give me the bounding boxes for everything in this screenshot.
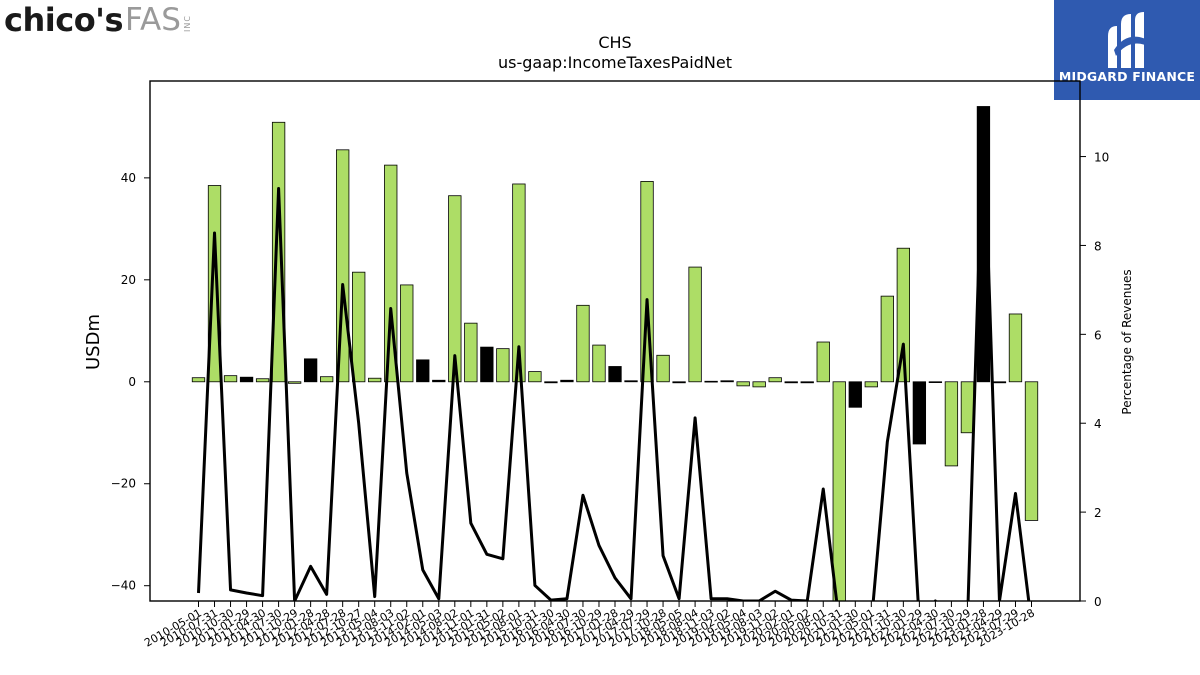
plot-frame <box>149 80 1081 602</box>
bar <box>592 344 606 383</box>
bar <box>944 381 959 467</box>
y2-tick-label: 8 <box>1094 239 1102 253</box>
bar <box>255 378 270 383</box>
logo-brand-suffix: FAS <box>125 2 181 38</box>
bar <box>416 359 430 383</box>
bar <box>320 376 334 383</box>
bar <box>688 266 702 383</box>
bar <box>400 284 414 383</box>
bar <box>239 376 254 383</box>
y-tick-label: 20 <box>121 273 136 287</box>
bar <box>271 121 286 383</box>
midgard-finance-name: MIDGARD FINANCE <box>1058 69 1196 84</box>
bar <box>496 348 510 383</box>
bar <box>960 381 975 434</box>
bar <box>768 377 782 383</box>
bar <box>528 371 542 383</box>
logo-brand-text: chico's <box>4 1 124 39</box>
y-tick-label: −40 <box>111 579 136 593</box>
bar <box>800 381 814 384</box>
bar <box>848 381 862 408</box>
chart-subtitle: us-gaap:IncomeTaxesPaidNet <box>498 53 732 72</box>
bar <box>368 377 382 383</box>
bar <box>608 366 622 383</box>
bar <box>864 381 878 388</box>
bar <box>1008 313 1023 383</box>
y-tick-label: −20 <box>111 477 136 491</box>
bar <box>352 271 366 383</box>
bar <box>464 322 478 383</box>
y2-tick-label: 0 <box>1094 595 1102 609</box>
bar <box>560 379 574 383</box>
bar <box>656 354 670 383</box>
bar <box>576 304 590 383</box>
bar <box>480 346 494 383</box>
y2-tick-label: 6 <box>1094 328 1102 342</box>
y2-tick-label: 10 <box>1094 151 1109 165</box>
bar <box>736 381 750 387</box>
midgard-emblem-icon <box>1108 12 1148 68</box>
midgard-finance-logo: MIDGARD FINANCE <box>1054 0 1200 100</box>
bar <box>880 295 894 383</box>
bar <box>544 381 558 384</box>
bar <box>912 381 927 445</box>
y2-tick-label: 4 <box>1094 417 1102 431</box>
y-tick-label: 40 <box>121 171 136 185</box>
bar <box>784 381 798 384</box>
chicos-fas-logo: chico's FAS INC <box>4 2 192 38</box>
bar <box>704 380 718 383</box>
axes: −40−200204002468102010-05-012010-07-3120… <box>111 151 1110 650</box>
bar <box>896 247 910 383</box>
bar <box>512 183 526 383</box>
percentage-line <box>197 110 1031 601</box>
bar <box>624 380 638 383</box>
bar <box>1024 381 1039 521</box>
bar <box>448 195 462 383</box>
bar <box>832 381 846 602</box>
bar <box>928 381 943 383</box>
bar <box>752 381 766 388</box>
bar <box>191 377 206 383</box>
bar <box>303 358 318 383</box>
y-tick-label: 0 <box>128 375 136 389</box>
bar <box>816 341 830 383</box>
bar <box>720 380 734 383</box>
bar-series <box>191 106 1039 602</box>
bar <box>672 381 686 384</box>
y2-tick-label: 2 <box>1094 506 1102 520</box>
y-axis-label: USDm <box>83 314 104 370</box>
bar <box>432 379 446 383</box>
bar <box>287 381 302 384</box>
bar <box>992 381 1007 384</box>
bar <box>223 375 238 383</box>
chart-title: CHS <box>598 33 631 52</box>
line-series <box>197 110 1031 601</box>
y2-axis-label: Percentage of Revenues <box>1120 269 1134 414</box>
